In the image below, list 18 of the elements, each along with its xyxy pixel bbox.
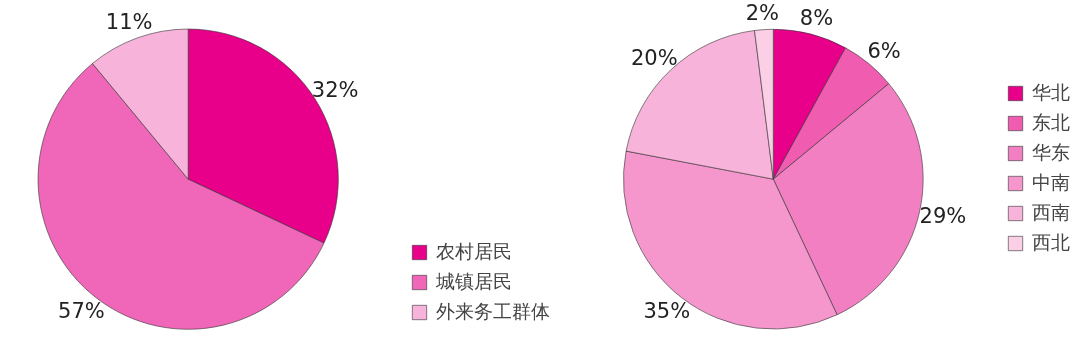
legend-label: 城镇居民 [436,269,512,294]
data-label: 11% [105,10,153,35]
legend-label: 华东 [1032,139,1070,165]
legend-label: 外来务工群体 [436,299,550,324]
data-label: 2% [745,0,780,25]
data-label: 8% [799,5,834,30]
legend-label: 西南 [1032,199,1070,225]
data-label: 6% [867,38,901,63]
legend-label: 中南 [1032,169,1070,195]
legend-label: 农村居民 [436,239,512,264]
legend-label: 东北 [1032,109,1070,135]
data-label: 57% [58,298,105,323]
data-label: 32% [311,77,359,102]
legend-label: 华北 [1032,79,1070,105]
legend-label: 西北 [1032,229,1070,255]
data-label: 29% [919,203,967,228]
data-label: 20% [630,45,678,70]
data-label: 35% [643,298,691,323]
